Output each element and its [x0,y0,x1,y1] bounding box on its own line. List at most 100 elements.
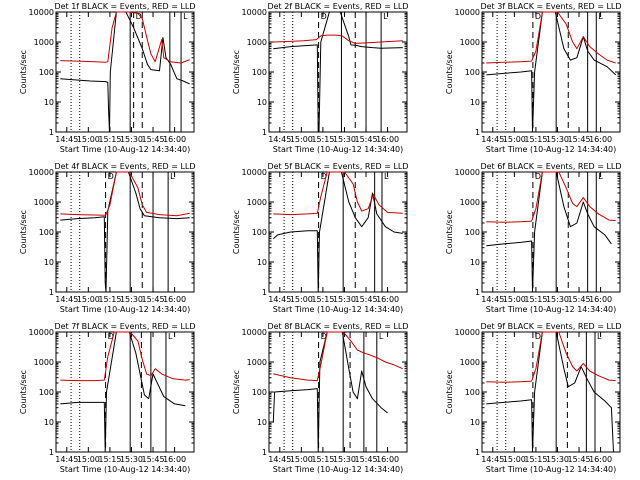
detector-chart: Det 5f BLACK = Events, RED = LLD 1 10 100 10… [232,162,409,314]
chart-title: Det 6f BLACK = Events, RED = LLD [480,162,621,171]
lld-series-line [273,34,403,44]
y-tick-label: 1000 [460,38,480,47]
plot-frame [268,11,408,133]
chart-title: Det 3f BLACK = Events, RED = LLD [480,2,621,11]
events-series-line [486,331,614,453]
y-tick-label: 1000 [247,198,267,207]
time-marker-label: L [168,332,173,341]
time-marker-label: L [598,12,603,21]
x-tick-label: 15:15 [311,295,334,304]
y-tick-label: 10000 [29,168,54,177]
y-tick-label: 10 [257,418,267,427]
y-tick-label: 1 [475,448,480,457]
x-tick-label: 15:45 [355,135,378,144]
x-tick-label: 16:00 [376,135,399,144]
y-tick-label: 10 [257,258,267,267]
y-tick-label: 10000 [242,328,267,337]
detector-chart: Det 9f BLACK = Events, RED = LLD 1 10 100 10… [445,322,622,474]
time-marker-label: D [136,12,142,21]
chart-title: Det 5f BLACK = Events, RED = LLD [267,162,408,171]
x-tick-label: 16:00 [589,295,612,304]
lld-series-line [486,171,616,223]
chart-title: Det 7f BLACK = Events, RED = LLD [54,322,195,331]
time-marker-label: L [170,172,175,181]
y-axis-label: Counts/sec [445,210,454,254]
x-tick-label: 15:15 [98,455,121,464]
y-tick-label: 1000 [460,198,480,207]
x-tick-label: 15:00 [503,295,526,304]
time-marker-label: L [598,172,603,181]
events-series-line [486,171,612,293]
detector-chart: Det 3f BLACK = Events, RED = LLD 1 10 100 10… [445,2,622,154]
plot-frame [55,11,195,133]
x-tick-label: 14:45 [55,135,78,144]
y-tick-label: 100 [465,388,480,397]
x-tick-label: 15:15 [98,295,121,304]
x-tick-label: 14:45 [55,295,78,304]
y-tick-label: 10000 [242,8,267,17]
chart-title: Det 8f BLACK = Events, RED = LLD [267,322,408,331]
plot-frame [55,171,195,293]
detector-chart: Det 6f BLACK = Events, RED = LLD 1 10 100 10… [445,162,622,314]
time-marker-label: D [535,332,541,341]
y-tick-label: 100 [252,228,267,237]
y-axis-label: Counts/sec [19,370,28,414]
y-tick-label: 1 [262,448,267,457]
x-tick-label: 15:00 [503,135,526,144]
time-marker-label: D [321,12,327,21]
detector-chart: Det 7f BLACK = Events, RED = LLD 1 10 100 10… [19,322,196,474]
x-tick-label: 15:30 [120,295,143,304]
y-axis-label: Counts/sec [232,210,241,254]
y-tick-label: 100 [39,68,54,77]
y-tick-label: 1 [262,128,267,137]
y-tick-label: 100 [465,68,480,77]
time-marker-label: L [597,332,602,341]
x-tick-label: 14:45 [481,295,504,304]
x-axis-label: Start Time (10-Aug-12 14:34:40) [273,305,404,314]
y-tick-label: 10 [257,98,267,107]
y-tick-label: 1 [262,288,267,297]
x-tick-label: 15:00 [503,455,526,464]
chart-title: Det 4f BLACK = Events, RED = LLD [54,162,195,171]
x-tick-label: 14:45 [268,295,291,304]
y-tick-label: 100 [39,388,54,397]
y-axis-label: Counts/sec [232,370,241,414]
x-tick-label: 15:30 [333,295,356,304]
x-tick-label: 15:15 [311,135,334,144]
lld-series-line [273,331,403,382]
y-axis-label: Counts/sec [232,50,241,94]
x-tick-label: 15:15 [524,295,547,304]
x-tick-label: 15:30 [546,295,569,304]
plot-frame [55,331,195,453]
y-tick-label: 10 [470,258,480,267]
x-axis-label: Start Time (10-Aug-12 14:34:40) [60,465,191,474]
plot-frame [481,331,621,453]
events-series-line [272,331,388,453]
y-tick-label: 1000 [34,38,54,47]
x-tick-label: 15:45 [568,295,591,304]
x-tick-label: 16:00 [589,135,612,144]
y-tick-label: 1000 [34,358,54,367]
y-tick-label: 100 [252,388,267,397]
x-tick-label: 16:00 [376,295,399,304]
lld-series-line [60,331,190,382]
x-tick-label: 15:45 [142,135,165,144]
chart-title: Det 2f BLACK = Events, RED = LLD [267,2,408,11]
time-marker-label: L [384,172,389,181]
y-tick-label: 100 [39,228,54,237]
x-tick-label: 15:15 [311,455,334,464]
x-tick-label: 15:45 [568,135,591,144]
y-axis-label: Counts/sec [445,50,454,94]
time-marker-label: D [321,332,327,341]
x-tick-label: 15:00 [290,295,313,304]
x-tick-label: 14:45 [268,135,291,144]
y-tick-label: 1 [49,128,54,137]
y-tick-label: 1 [49,288,54,297]
y-tick-label: 10000 [455,8,480,17]
y-tick-label: 1000 [34,198,54,207]
events-series-line [60,11,190,133]
y-tick-label: 100 [252,68,267,77]
x-tick-label: 15:30 [546,455,569,464]
y-axis-label: Counts/sec [19,210,28,254]
